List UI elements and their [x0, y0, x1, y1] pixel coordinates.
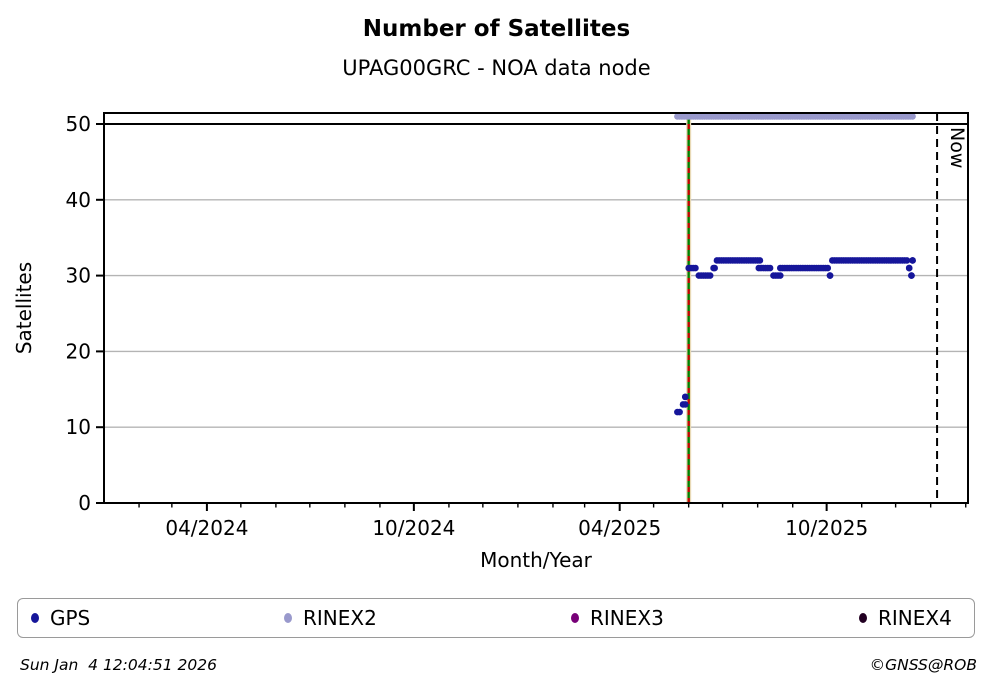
rinex2-data-point — [909, 113, 916, 120]
gps-data-point — [711, 264, 718, 272]
chart-subtitle: UPAG00GRC - NOA data node — [342, 56, 651, 80]
gps-data-point — [903, 257, 911, 264]
y-axis-title: Satellites — [12, 262, 36, 354]
y-tick-label: 40 — [66, 188, 91, 212]
gps-data-point — [908, 272, 915, 279]
rinex2-marker-icon — [284, 612, 292, 623]
satellite-count-plot: 0 10 20 30 40 50 04/2024 10/2024 04/2025 10/2025 M… — [12, 112, 969, 572]
gps-data-point — [692, 264, 699, 272]
rinex4-marker-icon — [859, 612, 867, 623]
chart-title: Number of Satellites — [362, 16, 631, 42]
rinex3-marker-icon — [571, 612, 579, 623]
legend-label-gps: GPS — [50, 605, 91, 630]
gps-marker-icon — [31, 612, 39, 623]
y-tick-label: 50 — [66, 112, 91, 136]
copyright-notice: ©GNSS@ROB — [869, 656, 977, 674]
now-label: Now — [946, 127, 968, 168]
gps-data-point — [756, 257, 764, 264]
x-tick-label: 10/2024 — [372, 516, 455, 540]
gps-data-point — [824, 264, 832, 272]
legend-label-rinex2: RINEX2 — [303, 605, 377, 630]
legend-item-rinex4: RINEX4 — [859, 599, 952, 636]
legend-label-rinex3: RINEX3 — [590, 605, 664, 630]
y-tick-label: 10 — [66, 415, 91, 439]
x-tick-label: 10/2025 — [785, 516, 868, 540]
legend: GPS RINEX2 RINEX3 RINEX4 — [17, 598, 975, 638]
y-tick-label: 0 — [78, 491, 91, 515]
y-tick-label: 30 — [66, 264, 91, 288]
gps-data-point — [766, 264, 774, 272]
x-tick-label: 04/2024 — [165, 516, 248, 540]
x-axis-title: Month/Year — [480, 548, 593, 572]
plot-timestamp: Sun Jan 4 12:04:51 2026 — [20, 656, 217, 674]
gps-data-point — [826, 272, 834, 279]
plot-border — [103, 112, 969, 504]
y-tick-label: 20 — [66, 339, 91, 363]
gps-data-point — [676, 408, 683, 416]
gps-data-point — [681, 401, 689, 408]
gps-data-point — [706, 272, 714, 279]
gps-data-point — [681, 393, 689, 401]
gps-data-point — [909, 257, 916, 264]
legend-item-gps: GPS — [31, 599, 90, 636]
gps-data-point — [776, 272, 784, 279]
legend-item-rinex3: RINEX3 — [571, 599, 664, 636]
gps-data-point — [905, 264, 913, 272]
legend-item-rinex2: RINEX2 — [284, 599, 377, 636]
legend-label-rinex4: RINEX4 — [878, 605, 952, 630]
x-tick-label: 04/2025 — [578, 516, 661, 540]
